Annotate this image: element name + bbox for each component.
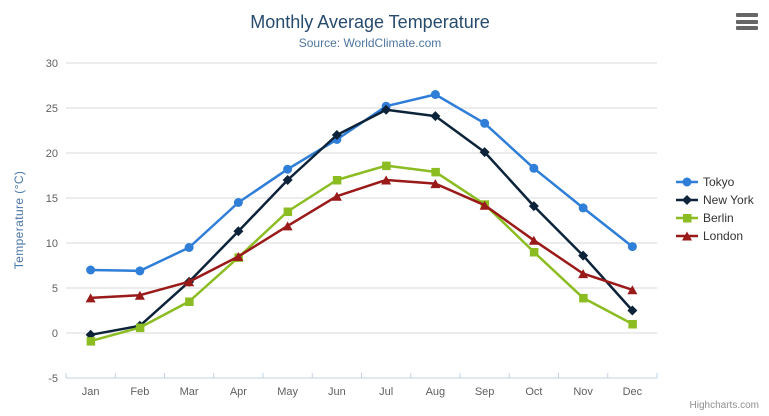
y-axis-label: 25 (46, 103, 58, 115)
legend-marker-circle-icon (676, 177, 698, 187)
series-tokyo (86, 90, 637, 276)
data-point-tokyo-oct[interactable] (529, 163, 539, 173)
data-point-london-mar[interactable] (184, 277, 195, 287)
legend-marker-shape[interactable] (682, 177, 692, 187)
legend-item-tokyo[interactable]: Tokyo (676, 173, 754, 191)
data-point-berlin-jan[interactable] (86, 337, 96, 346)
data-point-berlin-may[interactable] (283, 207, 293, 217)
data-point-tokyo-aug[interactable] (430, 90, 440, 99)
data-point-london-aug[interactable] (430, 179, 441, 189)
data-point-new-york-jun[interactable] (331, 130, 342, 140)
data-point-berlin-mar[interactable] (185, 297, 194, 307)
series-line-new-york (89, 108, 634, 337)
x-axis-label-may: May (277, 386, 298, 398)
data-point-new-york-jul[interactable] (381, 104, 392, 115)
data-point-tokyo-mar[interactable] (184, 243, 194, 252)
data-point-tokyo-feb[interactable] (135, 266, 145, 276)
legend-marker-shape[interactable] (682, 195, 692, 205)
data-point-london-feb[interactable] (134, 290, 145, 300)
y-axis-label: 10 (46, 238, 58, 250)
data-point-berlin-aug[interactable] (431, 167, 440, 177)
data-point-london-may[interactable] (282, 221, 293, 231)
data-point-berlin-feb[interactable] (135, 323, 145, 333)
legend-marker-diamond-icon (676, 195, 698, 205)
data-point-tokyo-jan[interactable] (86, 265, 96, 275)
chart-subtitle: Source: WorldClimate.com (298, 36, 442, 50)
data-point-tokyo-apr[interactable] (233, 198, 243, 207)
data-point-london-dec[interactable] (627, 285, 638, 295)
data-point-london-apr[interactable] (233, 252, 244, 261)
hamburger-bar (736, 26, 758, 30)
y-axis-label: 0 (52, 328, 58, 340)
x-axis-label-jul: Jul (379, 386, 393, 398)
x-axis-label-jun: Jun (328, 386, 346, 398)
hamburger-menu-icon[interactable] (736, 13, 758, 30)
y-axis-label: 15 (46, 193, 58, 205)
x-axis-label-dec: Dec (623, 386, 643, 398)
data-point-berlin-jun[interactable] (332, 176, 342, 185)
x-axis-label-feb: Feb (130, 386, 149, 398)
y-axis-title: Temperature (°C) (12, 170, 26, 270)
data-point-new-york-nov[interactable] (578, 250, 589, 261)
y-axis-label: 5 (52, 283, 58, 295)
data-point-tokyo-sep[interactable] (480, 118, 490, 128)
data-point-london-oct[interactable] (528, 235, 539, 245)
series-new-york (85, 104, 638, 340)
series-london (85, 175, 638, 303)
credits-link[interactable]: Highcharts.com (689, 400, 759, 411)
data-point-berlin-oct[interactable] (529, 248, 539, 257)
legend-marker-shape[interactable] (683, 214, 692, 223)
data-point-tokyo-nov[interactable] (578, 203, 588, 213)
data-point-london-jan[interactable] (85, 293, 96, 303)
x-axis-label-nov: Nov (573, 386, 593, 398)
data-point-tokyo-dec[interactable] (627, 242, 637, 252)
data-point-new-york-sep[interactable] (479, 147, 490, 158)
series-line-london (89, 178, 634, 300)
series-line-berlin (89, 164, 634, 343)
legend-marker-square-icon (676, 214, 698, 223)
chart-title: Monthly Average Temperature (250, 12, 490, 32)
hamburger-bar (736, 13, 758, 17)
x-axis-label-aug: Aug (426, 386, 446, 398)
legend-marker-shape[interactable] (682, 231, 692, 241)
data-point-new-york-apr[interactable] (233, 226, 244, 237)
y-axis-label: 30 (46, 58, 58, 70)
series-line-tokyo (89, 93, 634, 273)
legend: Tokyo New York Berlin London (676, 173, 754, 245)
hamburger-bar (736, 19, 758, 24)
legend-item-berlin[interactable]: Berlin (676, 209, 754, 227)
data-point-tokyo-may[interactable] (283, 164, 293, 174)
data-point-berlin-dec[interactable] (628, 320, 637, 329)
legend-label: London (703, 228, 744, 243)
data-point-london-jun[interactable] (331, 191, 342, 201)
data-point-london-jul[interactable] (381, 175, 392, 185)
data-point-london-nov[interactable] (578, 269, 589, 279)
legend-item-new-york[interactable]: New York (676, 191, 754, 209)
legend-marker-triangle-icon (676, 231, 698, 241)
legend-label: Berlin (703, 210, 734, 225)
x-axis-label-mar: Mar (180, 386, 199, 398)
legend-label: New York (703, 192, 754, 207)
y-axis-label: -5 (48, 373, 58, 385)
x-axis-label-apr: Apr (230, 386, 247, 398)
data-point-new-york-may[interactable] (282, 175, 293, 185)
data-point-new-york-oct[interactable] (528, 201, 539, 212)
data-point-new-york-dec[interactable] (627, 305, 638, 316)
data-point-berlin-jul[interactable] (382, 161, 391, 171)
data-point-london-sep[interactable] (479, 200, 490, 210)
x-axis-label-sep: Sep (475, 386, 495, 398)
y-axis-label: 20 (46, 148, 58, 160)
x-axis-label-oct: Oct (525, 386, 542, 398)
x-axis-label-jan: Jan (82, 386, 100, 398)
legend-label: Tokyo (703, 174, 735, 189)
legend-item-london[interactable]: London (676, 227, 754, 245)
data-point-new-york-aug[interactable] (430, 111, 441, 122)
data-point-berlin-nov[interactable] (579, 293, 588, 303)
